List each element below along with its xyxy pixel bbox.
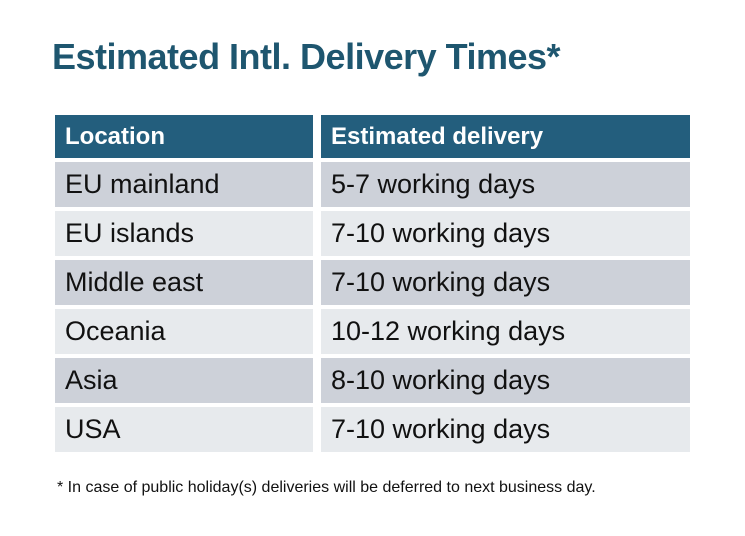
table-header-row: Location Estimated delivery [55,115,690,158]
delivery-cell: 8-10 working days [321,358,690,403]
table-row: Asia 8-10 working days [55,358,690,403]
footnote: * In case of public holiday(s) deliverie… [57,479,596,496]
location-cell: EU mainland [55,162,313,207]
header-cell-estimated-delivery: Estimated delivery [321,115,690,158]
location-cell: Middle east [55,260,313,305]
delivery-cell: 5-7 working days [321,162,690,207]
header-cell-location: Location [55,115,313,158]
location-cell: EU islands [55,211,313,256]
column-divider [313,309,321,354]
column-divider [313,115,321,158]
delivery-cell: 7-10 working days [321,211,690,256]
delivery-cell: 7-10 working days [321,260,690,305]
delivery-cell: 7-10 working days [321,407,690,452]
table-row: Oceania 10-12 working days [55,309,690,354]
column-divider [313,162,321,207]
page-title: Estimated Intl. Delivery Times* [52,36,561,77]
column-divider [313,211,321,256]
location-cell: USA [55,407,313,452]
column-divider [313,358,321,403]
delivery-cell: 10-12 working days [321,309,690,354]
table-row: EU mainland 5-7 working days [55,162,690,207]
table-row: EU islands 7-10 working days [55,211,690,256]
delivery-times-table: Location Estimated delivery EU mainland … [55,115,690,456]
column-divider [313,407,321,452]
table-row: Middle east 7-10 working days [55,260,690,305]
table-row: USA 7-10 working days [55,407,690,452]
column-divider [313,260,321,305]
location-cell: Asia [55,358,313,403]
location-cell: Oceania [55,309,313,354]
